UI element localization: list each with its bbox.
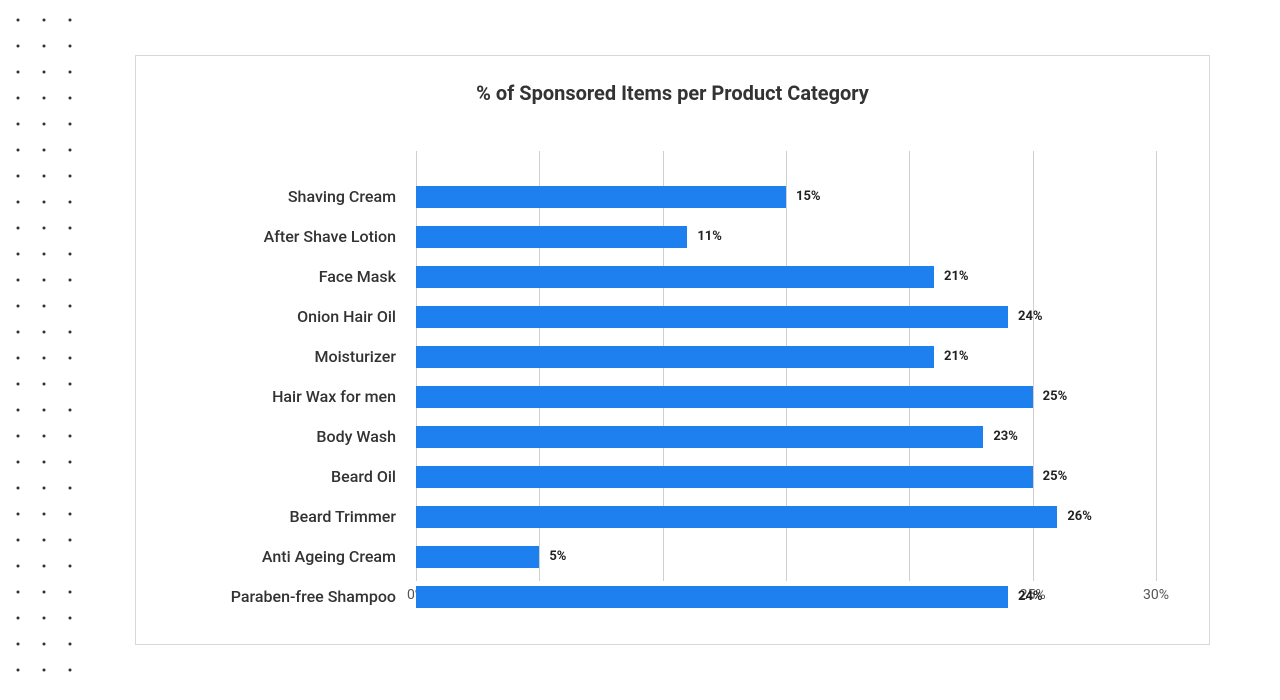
bar (416, 586, 1008, 608)
x-tick-label: 30% (1143, 587, 1169, 603)
bar (416, 266, 934, 288)
chart-title: % of Sponsored Items per Product Categor… (136, 56, 1209, 125)
bar (416, 306, 1008, 328)
y-axis-label: Hair Wax for men (272, 389, 396, 405)
bar (416, 466, 1033, 488)
plot-area: 0%5%10%15%20%25%30%15%11%21%24%21%25%23%… (416, 151, 1156, 606)
y-axis-label: Beard Trimmer (290, 509, 396, 525)
bar-value-label: 21% (944, 266, 969, 288)
bar (416, 546, 539, 568)
bar (416, 386, 1033, 408)
bar-value-label: 26% (1067, 506, 1092, 528)
gridline (1156, 151, 1157, 581)
bar-value-label: 23% (993, 426, 1018, 448)
bar-value-label: 25% (1043, 386, 1068, 408)
bar-value-label: 5% (549, 546, 566, 568)
bar-value-label: 24% (1018, 586, 1043, 608)
y-axis-label: Beard Oil (331, 469, 396, 485)
y-axis-label: Paraben-free Shampoo (231, 589, 396, 605)
y-axis-label: After Shave Lotion (264, 229, 396, 245)
bar (416, 186, 786, 208)
y-axis-label: Moisturizer (315, 349, 397, 365)
y-axis-label: Body Wash (316, 429, 396, 445)
bar (416, 506, 1057, 528)
y-axis-label: Onion Hair Oil (297, 309, 396, 325)
bar-value-label: 24% (1018, 306, 1043, 328)
bar-value-label: 15% (796, 186, 821, 208)
y-axis-label: Shaving Cream (288, 189, 396, 205)
bar (416, 426, 983, 448)
y-axis-labels: Shaving Cream After Shave Lotion Face Mask… (136, 151, 406, 606)
decorative-dot-grid (0, 0, 90, 700)
bar (416, 226, 687, 248)
y-axis-label: Anti Ageing Cream (262, 549, 396, 565)
bar-value-label: 21% (944, 346, 969, 368)
bar (416, 346, 934, 368)
y-axis-label: Face Mask (319, 269, 396, 285)
bar-value-label: 11% (697, 226, 722, 248)
bar-value-label: 25% (1043, 466, 1068, 488)
chart-card: % of Sponsored Items per Product Categor… (135, 55, 1210, 645)
